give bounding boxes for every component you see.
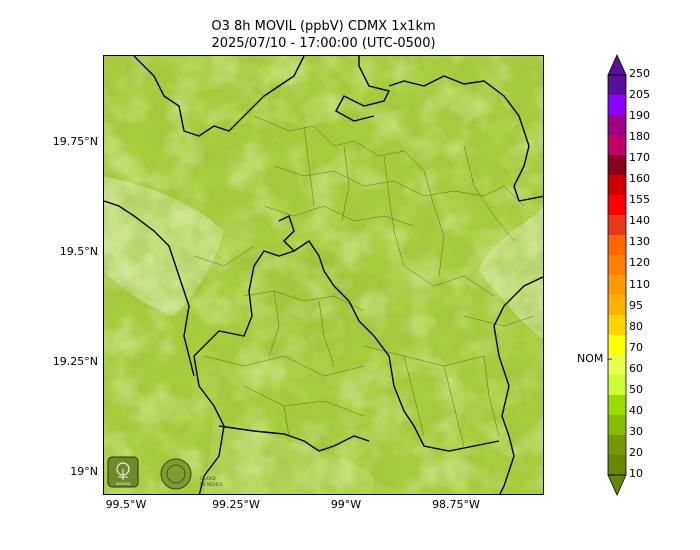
colorbar-tick-label: 170 [629,151,650,165]
colorbar-tick-label: 130 [629,235,650,249]
colorbar-segment [608,255,626,276]
cdmx-logo: CIUDAD DE MÉXICO [160,458,223,490]
colorbar-tick-label: 110 [629,277,650,291]
svg-text:SEDEMA: SEDEMA [116,482,131,486]
lon-label-99.5: 99.5°W [105,498,147,511]
map-title: O3 8h MOVIL (ppbV) CDMX 1x1km [211,19,436,34]
colorbar-tick-label: 50 [629,382,643,396]
nom-label: NOM – [577,352,613,365]
colorbar-tick-label: 40 [629,403,643,417]
lat-label-19: 19°N [70,465,98,478]
colorbar-tick-label: 30 [629,424,643,438]
colorbar [607,54,627,496]
colorbar-min-arrow [607,474,627,496]
lon-label-98.75: 98.75°W [432,498,480,511]
colorbar-segment [608,235,626,256]
colorbar-tick-label: 140 [629,214,650,228]
colorbar-segment [608,135,626,156]
nom-text: NOM [577,352,604,365]
colorbar-tick-label: 160 [629,172,650,186]
colorbar-segment [608,335,626,356]
terrain-highlights [104,56,543,494]
colorbar-tick-label: 155 [629,193,650,207]
colorbar-segment [608,275,626,296]
ozone-map: SEDEMA CIUDAD DE MÉXICO [103,55,544,495]
colorbar-segment [608,415,626,436]
sedema-logo: SEDEMA [107,456,139,488]
colorbar-segment [608,395,626,416]
colorbar-tick-label: 120 [629,256,650,270]
colorbar-segment [608,295,626,316]
colorbar-tick-label: 180 [629,130,650,144]
colorbar-segment [608,435,626,456]
lat-label-19.75: 19.75°N [52,135,98,148]
colorbar-segment [608,355,626,376]
colorbar-segment [608,215,626,236]
colorbar-tick-label: 80 [629,319,643,333]
lat-label-19.25: 19.25°N [52,355,98,368]
lon-label-99.25: 99.25°W [212,498,260,511]
colorbar-tick-label: 205 [629,88,650,102]
colorbar-max-arrow [607,54,627,76]
colorbar-segment [608,195,626,216]
colorbar-segment [608,155,626,176]
svg-text:CIUDAD: CIUDAD [200,476,216,481]
colorbar-tick-label: 250 [629,67,650,80]
colorbar-tick-label: 190 [629,109,650,123]
colorbar-tick-label: 60 [629,361,643,375]
colorbar-segment [608,95,626,116]
colorbar-segment [608,75,626,96]
colorbar-tick-label: 10 [629,467,643,480]
svg-text:DE MÉXICO: DE MÉXICO [200,482,223,487]
colorbar-segment [608,455,626,476]
state-boundaries [104,56,543,494]
colorbar-segment [608,115,626,136]
colorbar-tick-label: 20 [629,445,643,459]
colorbar-tick-label: 95 [629,298,643,312]
map-timestamp: 2025/07/10 - 17:00:00 (UTC-0500) [211,36,436,51]
colorbar-segment [608,375,626,396]
map-canvas: SEDEMA CIUDAD DE MÉXICO [104,56,543,494]
lon-label-99: 99°W [330,498,362,511]
colorbar-segment [608,175,626,196]
municipal-boundaries [193,115,535,447]
colorbar-frame [607,74,627,476]
colorbar-tick-label: 70 [629,340,643,354]
lat-label-19.5: 19.5°N [59,245,98,258]
colorbar-segment [608,315,626,336]
